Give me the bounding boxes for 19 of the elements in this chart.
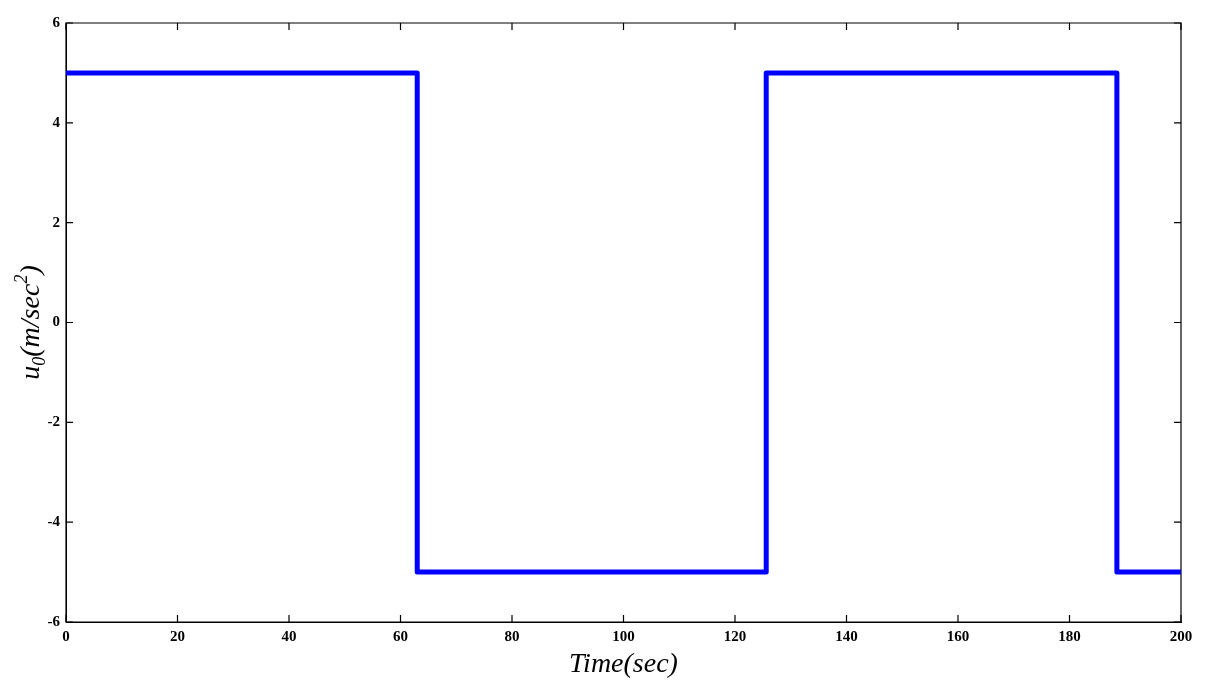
x-tick-label: 100 [612,627,635,644]
y-tick-label: -4 [47,513,61,530]
x-axis-title: Time(sec) [569,647,678,678]
x-tick-label: 60 [393,627,408,644]
y-tick-label: 6 [52,13,61,30]
y-tick-label: -2 [47,413,60,430]
y-tick-label: 4 [52,113,61,130]
x-tick-label: 120 [723,627,747,644]
x-tick-label: 140 [835,627,858,644]
x-tick-label: 80 [504,627,520,644]
x-tick-label: 180 [1058,627,1081,644]
x-tick-label: 160 [946,627,970,644]
y-axis-title: u0(m/sec2) [11,265,50,380]
x-tick-label: 200 [1169,627,1193,644]
y-tick-label: -6 [47,612,61,629]
y-tick-label: 2 [52,213,60,230]
y-tick-label: 0 [52,313,60,330]
x-tick-label: 20 [170,627,185,644]
x-tick-label: 40 [281,627,297,644]
